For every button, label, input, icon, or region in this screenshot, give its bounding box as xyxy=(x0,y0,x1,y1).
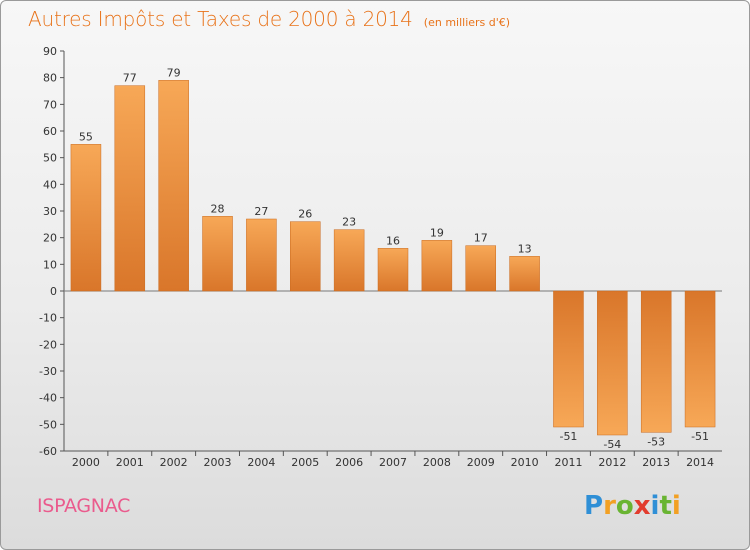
bar xyxy=(114,85,146,292)
data-labels: 55 77 79 28 27 26 23 16 19 17 13 -51 -54 -53 -51 xyxy=(79,66,709,451)
y-tick-label: -60 xyxy=(39,445,57,458)
data-label: -54 xyxy=(603,438,621,451)
proxiti-logo: Proxiti xyxy=(584,491,681,521)
y-tick-label: 10 xyxy=(43,258,57,271)
bars xyxy=(70,80,716,436)
x-tick-label: 2007 xyxy=(379,456,407,469)
y-axis: 90 80 70 60 50 40 30 20 10 0 -10 -20 -30 -40 -50 -60 xyxy=(39,45,65,458)
bar xyxy=(158,80,189,292)
x-tick-label: 2004 xyxy=(247,456,275,469)
bar xyxy=(202,216,233,292)
bar xyxy=(70,144,102,292)
bar xyxy=(377,248,409,292)
bar xyxy=(509,256,540,292)
x-tick-label: 2002 xyxy=(160,456,188,469)
data-label: 55 xyxy=(79,130,93,143)
data-label: 19 xyxy=(430,226,444,239)
chart-title: Autres Impôts et Taxes de 2000 à 2014 (e… xyxy=(28,7,510,31)
x-tick-label: 2005 xyxy=(291,456,319,469)
x-tick-label: 2003 xyxy=(204,456,232,469)
logo-letter: t xyxy=(659,491,672,521)
x-tick-label: 2013 xyxy=(642,456,670,469)
logo-letter: o xyxy=(615,491,634,521)
data-label: -51 xyxy=(691,430,709,443)
bar xyxy=(290,221,321,292)
bar xyxy=(597,290,628,436)
y-tick-label: -40 xyxy=(39,392,57,405)
y-tick-label: 70 xyxy=(43,98,57,111)
data-label: 26 xyxy=(298,208,312,221)
x-tick-label: 2000 xyxy=(72,456,100,469)
y-tick-label: 60 xyxy=(43,125,57,138)
y-tick-label: 50 xyxy=(43,152,57,165)
data-label: 79 xyxy=(167,66,181,79)
bar xyxy=(640,290,672,433)
chart-title-main: Autres Impôts et Taxes de 2000 à 2014 xyxy=(28,7,413,31)
bar xyxy=(246,218,277,292)
y-tick-label: 90 xyxy=(43,45,57,58)
data-label: 28 xyxy=(211,202,225,215)
x-tick-label: 2009 xyxy=(467,456,495,469)
data-label: 77 xyxy=(123,72,137,85)
data-label: 17 xyxy=(474,232,488,245)
data-label: 13 xyxy=(518,242,532,255)
bar xyxy=(553,290,584,428)
x-tick-label: 2014 xyxy=(686,456,714,469)
x-tick-label: 2011 xyxy=(554,456,582,469)
x-tick-label: 2001 xyxy=(116,456,144,469)
x-tick-label: 2006 xyxy=(335,456,363,469)
y-tick-label: -10 xyxy=(39,312,57,325)
x-tick-label: 2008 xyxy=(423,456,451,469)
y-tick-label: 20 xyxy=(43,232,57,245)
data-label: -53 xyxy=(647,435,665,448)
bar xyxy=(465,245,496,292)
logo-letter: x xyxy=(633,491,651,521)
logo-letter: i xyxy=(650,491,660,521)
y-tick-label: 30 xyxy=(43,205,57,218)
logo-letter: i xyxy=(671,491,681,521)
y-tick-label: -30 xyxy=(39,365,57,378)
chart-title-unit: (en milliers d'€) xyxy=(423,16,511,29)
data-label: 27 xyxy=(254,205,268,218)
y-tick-label: 40 xyxy=(43,178,57,191)
y-tick-label: -50 xyxy=(39,418,57,431)
data-label: -51 xyxy=(559,430,577,443)
bar xyxy=(684,290,716,428)
y-tick-label: 0 xyxy=(50,285,57,298)
data-label: 23 xyxy=(342,216,356,229)
commune-name: ISPAGNAC xyxy=(37,495,131,517)
data-label: 16 xyxy=(386,234,400,247)
y-tick-label: 80 xyxy=(43,72,57,85)
logo-letter: r xyxy=(603,491,616,521)
x-tick-label: 2010 xyxy=(511,456,539,469)
x-tick-label: 2012 xyxy=(598,456,626,469)
logo-letter: P xyxy=(584,491,604,521)
bar xyxy=(333,229,365,292)
bar xyxy=(421,240,453,292)
y-tick-label: -20 xyxy=(39,338,57,351)
